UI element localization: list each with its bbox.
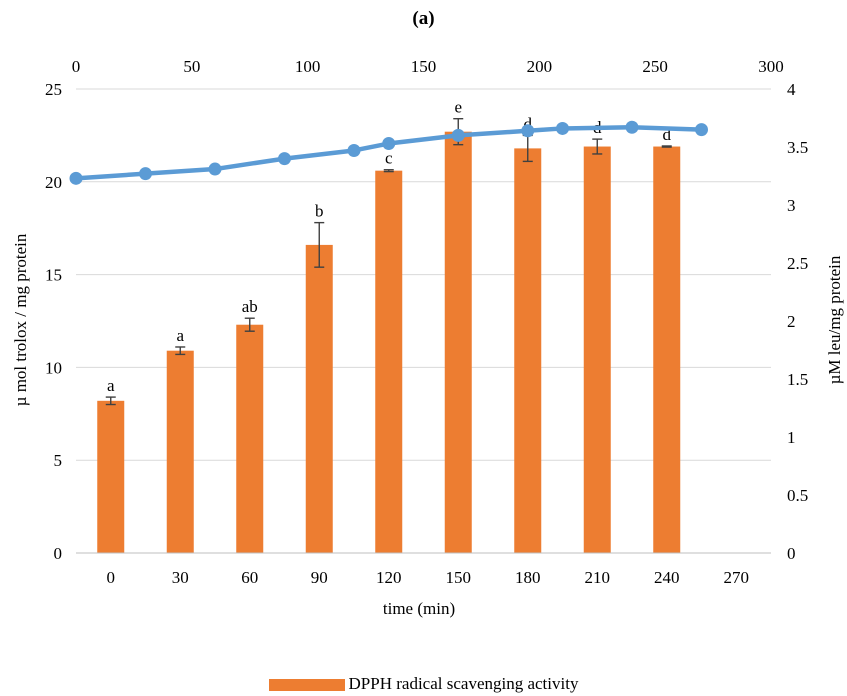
x-top-tick-label: 250: [642, 57, 668, 76]
x-tick-label: 30: [172, 568, 189, 587]
significance-letter: a: [107, 376, 115, 395]
bar: [236, 324, 264, 553]
significance-letter: a: [176, 326, 184, 345]
chart-title: (a): [412, 8, 435, 29]
x-tick-label: 180: [515, 568, 541, 587]
line-marker: [695, 123, 708, 137]
x-axis-label: time (min): [383, 599, 455, 618]
x-tick-label: 270: [724, 568, 750, 587]
y-right-tick-label: 4: [787, 80, 796, 99]
x-top-tick-label: 0: [72, 57, 81, 76]
x-tick-label: 240: [654, 568, 680, 587]
x-tick-label: 0: [107, 568, 116, 587]
y-left-tick-label: 10: [45, 358, 62, 377]
bar: [375, 170, 403, 553]
significance-letter: e: [454, 98, 462, 117]
x-top-tick-label: 200: [527, 57, 553, 76]
bar: [583, 146, 611, 553]
y-left-tick-label: 25: [45, 80, 62, 99]
x-tick-label: 90: [311, 568, 328, 587]
x-top-tick-label: 50: [183, 57, 200, 76]
legend-swatch: [268, 679, 345, 692]
line-marker: [208, 162, 222, 176]
x-top-tick-label: 300: [758, 57, 784, 76]
y-right-tick-label: 2.5: [787, 254, 808, 273]
line-marker: [382, 137, 396, 151]
significance-letter: c: [385, 149, 393, 168]
x-tick-label: 60: [241, 568, 258, 587]
bar: [305, 244, 333, 554]
y-right-tick-label: 0.5: [787, 486, 808, 505]
y-left-tick-label: 15: [45, 266, 62, 285]
line-marker: [278, 152, 291, 166]
line-marker: [347, 143, 361, 157]
significance-letter: d: [663, 125, 672, 144]
bar: [653, 146, 681, 553]
bar: [514, 148, 542, 553]
y-right-tick-label: 3: [787, 196, 796, 215]
x-top-tick-label: 100: [295, 57, 321, 76]
bar-series: [97, 131, 681, 554]
bar: [97, 400, 125, 553]
x-tick-label: 210: [585, 568, 611, 587]
legend: DPPH radical scavenging activity: [0, 674, 847, 694]
x-tick-label: 150: [446, 568, 472, 587]
x-top-tick-label: 150: [411, 57, 437, 76]
line-marker: [69, 171, 83, 185]
y-axis-label-right: µM leu/mg protein: [825, 255, 844, 384]
significance-letter: b: [315, 202, 324, 221]
y-right-tick-label: 2: [787, 312, 796, 331]
legend-label: DPPH radical scavenging activity: [348, 674, 579, 693]
significance-letter: d: [524, 114, 533, 133]
y-left-tick-label: 0: [54, 544, 63, 563]
bar: [444, 131, 472, 554]
line-marker: [139, 167, 152, 181]
line-marker: [556, 121, 569, 135]
x-tick-label: 120: [376, 568, 402, 587]
y-right-tick-label: 1: [787, 428, 796, 447]
significance-letter: ab: [242, 297, 258, 316]
y-right-tick-label: 0: [787, 544, 796, 563]
line-marker: [451, 128, 465, 142]
y-right-tick-label: 1.5: [787, 370, 808, 389]
y-left-tick-label: 20: [45, 173, 62, 192]
line-marker: [625, 120, 639, 134]
bar: [166, 350, 194, 553]
error-bars: [105, 117, 672, 406]
y-axis-label-left: µ mol trolox / mg protein: [11, 233, 30, 406]
y-left-tick-label: 5: [54, 451, 63, 470]
line-marker: [521, 124, 535, 138]
line-series: [69, 120, 708, 185]
y-right-tick-label: 3.5: [787, 138, 808, 157]
